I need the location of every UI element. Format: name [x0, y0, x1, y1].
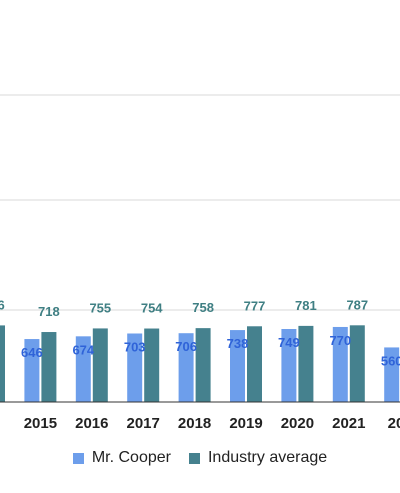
bars [0, 325, 400, 402]
bar-mr-cooper-2019 [230, 330, 245, 402]
value-label-mr-cooper-2019: 738 [227, 336, 249, 351]
bar-industry-average-2017 [144, 328, 160, 402]
bar-industry-average-2014 [0, 325, 5, 402]
value-label-industry-average-2016: 755 [89, 300, 111, 315]
x-tick-2016: 2016 [75, 415, 108, 432]
value-label-industry-average-2014: 86 [0, 297, 5, 312]
bar-mr-cooper-2021 [332, 326, 348, 402]
value-labels: 86 646 718 674 755 703 754 706 758 738 777 749 781 77… [0, 297, 400, 368]
value-label-industry-average-2020: 781 [295, 298, 317, 313]
x-tick-2017: 2017 [127, 415, 160, 432]
bar-industry-average-2018 [195, 328, 211, 402]
bar-industry-average-2020 [298, 325, 314, 402]
bar-mr-cooper-2018 [178, 333, 194, 402]
value-label-industry-average-2019: 777 [244, 298, 266, 313]
bar-industry-average-2016 [92, 328, 108, 402]
legend: Mr. Cooper Industry average [0, 449, 400, 467]
bar-mr-cooper-2017 [127, 333, 143, 402]
x-tick-2019: 2019 [229, 415, 262, 432]
bar-mr-cooper-2022 [384, 347, 400, 402]
x-tick-2015: 2015 [24, 415, 57, 432]
value-label-mr-cooper-2021: 770 [329, 333, 351, 348]
bar-industry-average-2021 [349, 325, 365, 402]
bar-industry-average-2019 [247, 326, 262, 402]
value-label-industry-average-2015: 718 [38, 304, 60, 319]
legend-item-industry-average: Industry average [188, 449, 328, 467]
x-axis-ticks: 42015201620172018201920202021202 [24, 415, 400, 432]
value-label-mr-cooper-2022: 560 [381, 353, 400, 368]
bar-industry-average-2015 [41, 332, 57, 402]
legend-label-industry-average: Industry average [207, 449, 328, 466]
value-label-industry-average-2021: 787 [346, 297, 368, 312]
value-label-mr-cooper-2015: 646 [21, 345, 43, 360]
value-label-industry-average-2018: 758 [192, 300, 214, 315]
x-tick-2020: 2020 [281, 415, 314, 432]
value-label-mr-cooper-2020: 749 [278, 335, 300, 350]
value-label-mr-cooper-2016: 674 [72, 342, 94, 357]
value-label-mr-cooper-2017: 703 [124, 339, 146, 354]
legend-swatch-mr-cooper [72, 452, 84, 464]
x-tick-2018: 2018 [178, 415, 211, 432]
legend-label-mr-cooper: Mr. Cooper [91, 449, 171, 466]
bar-mr-cooper-2015 [24, 339, 40, 402]
bar-mr-cooper-2020 [281, 329, 297, 402]
x-tick-2022: 202 [388, 415, 400, 432]
x-tick-2021: 2021 [332, 415, 365, 432]
legend-item-mr-cooper: Mr. Cooper [72, 449, 171, 467]
value-label-industry-average-2017: 754 [141, 301, 163, 316]
bar-mr-cooper-2016 [75, 336, 91, 402]
legend-swatch-industry-average [188, 452, 200, 464]
value-label-mr-cooper-2018: 706 [175, 339, 197, 354]
